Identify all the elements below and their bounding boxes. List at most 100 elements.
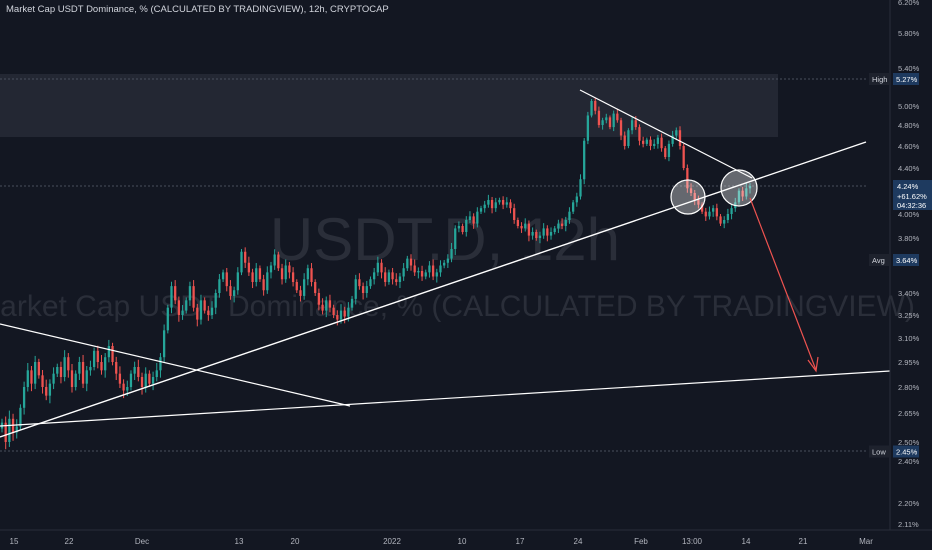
price-tick-label: 3.10% — [898, 334, 920, 343]
candle-body — [129, 373, 133, 387]
candle-body — [737, 190, 741, 203]
candle-body — [332, 307, 335, 315]
candle-body — [689, 188, 693, 193]
candle-body — [568, 211, 571, 220]
candle-body — [48, 383, 52, 396]
candle-body — [704, 211, 707, 217]
candle-body — [336, 315, 339, 320]
touch-point-circle-2[interactable] — [720, 169, 758, 207]
candle-body — [255, 268, 258, 282]
candle-body — [513, 208, 516, 220]
candle-body — [240, 251, 243, 273]
candle-body — [59, 367, 63, 377]
candle-body — [137, 367, 140, 377]
candle-body — [520, 226, 523, 229]
price-tick-label: 5.00% — [898, 102, 920, 111]
candle-body — [185, 300, 188, 311]
candle-body — [413, 265, 416, 273]
candle-body — [339, 310, 343, 320]
candle-body — [196, 307, 199, 320]
price-tick-label: 2.11% — [898, 520, 919, 529]
candle-body — [181, 310, 184, 315]
candle-body — [262, 279, 265, 291]
price-label-value: 2.45% — [896, 448, 918, 457]
candle-body — [395, 279, 398, 282]
candle-body — [229, 286, 232, 296]
candle-body — [398, 276, 402, 282]
resistance-zone — [0, 74, 778, 137]
candle-body — [317, 293, 321, 305]
touch-point-circle-1[interactable] — [670, 179, 706, 215]
candle-body — [708, 211, 711, 217]
bar-countdown: 04:32:36 — [897, 201, 926, 210]
candle-body — [269, 265, 273, 273]
candle-body — [277, 254, 280, 269]
descending-trendline — [0, 323, 351, 407]
candle-body — [431, 265, 435, 277]
candle-body — [712, 208, 715, 212]
price-label-value-box — [893, 73, 919, 85]
candle-body — [376, 262, 379, 273]
price-tick-label: 4.80% — [898, 121, 920, 130]
candle-body — [148, 373, 151, 384]
candle-body — [122, 383, 125, 391]
chart-title: Market Cap USDT Dominance, % (CALCULATED… — [6, 4, 389, 15]
candle-body — [225, 272, 228, 287]
candle-body — [406, 258, 409, 269]
candle-body — [343, 310, 346, 317]
time-tick-label: 20 — [291, 537, 300, 546]
candle-body — [505, 202, 508, 205]
candle-body — [104, 357, 107, 371]
candle-body — [748, 186, 752, 189]
candle-body — [653, 143, 656, 146]
candle-body — [638, 127, 641, 141]
candle-body — [461, 226, 464, 232]
price-tick-label: 2.65% — [898, 409, 920, 418]
candle-body — [37, 362, 40, 376]
candle-body — [314, 282, 317, 293]
candle-body — [715, 208, 718, 217]
candle-body — [642, 140, 645, 144]
candle-body — [321, 304, 324, 311]
candle-body — [428, 265, 431, 273]
price-label-name-box — [869, 73, 890, 85]
candle-body — [4, 422, 7, 442]
candle-body — [218, 279, 221, 293]
candle-body — [590, 101, 593, 116]
candle-body — [170, 286, 173, 308]
candle-body — [115, 362, 118, 374]
candle-body — [745, 188, 748, 197]
candle-body — [387, 272, 391, 282]
candle-body — [583, 140, 586, 180]
candle-body — [649, 139, 652, 146]
candle-body — [443, 262, 446, 266]
candle-body — [214, 293, 217, 308]
projection-arrow[interactable] — [749, 197, 819, 373]
candle-body — [118, 373, 122, 384]
candle-body — [457, 226, 461, 229]
candle-body — [70, 370, 74, 387]
candle-body — [686, 168, 689, 189]
candle-body — [350, 298, 354, 308]
price-tick-label: 3.25% — [898, 311, 920, 320]
candle-body — [697, 200, 700, 205]
time-tick-label: 24 — [574, 537, 583, 546]
price-label-value-box — [893, 445, 919, 458]
price-tick-label: 6.20% — [898, 0, 920, 7]
candle-body — [391, 272, 394, 280]
candle-body — [542, 228, 545, 236]
candle-body — [723, 220, 726, 224]
candle-body — [247, 262, 251, 273]
candle-body — [236, 272, 239, 291]
candle-body — [671, 135, 674, 144]
time-tick-label: 13:00 — [682, 537, 703, 546]
candle-body — [594, 101, 597, 111]
candle-body — [192, 286, 195, 308]
candle-body — [295, 282, 298, 291]
candle-body — [361, 286, 365, 293]
price-axis[interactable]: 6.20% 5.80% 5.40% 5.00% 4.80% 4.60% 4.40% 4.00%… — [898, 0, 920, 529]
time-axis[interactable]: 15 22 Dec 13 20 2022 10 17 24 Feb 13:00 14 21 Mar — [10, 537, 874, 546]
candle-body — [373, 272, 376, 280]
candle-body — [439, 265, 442, 273]
